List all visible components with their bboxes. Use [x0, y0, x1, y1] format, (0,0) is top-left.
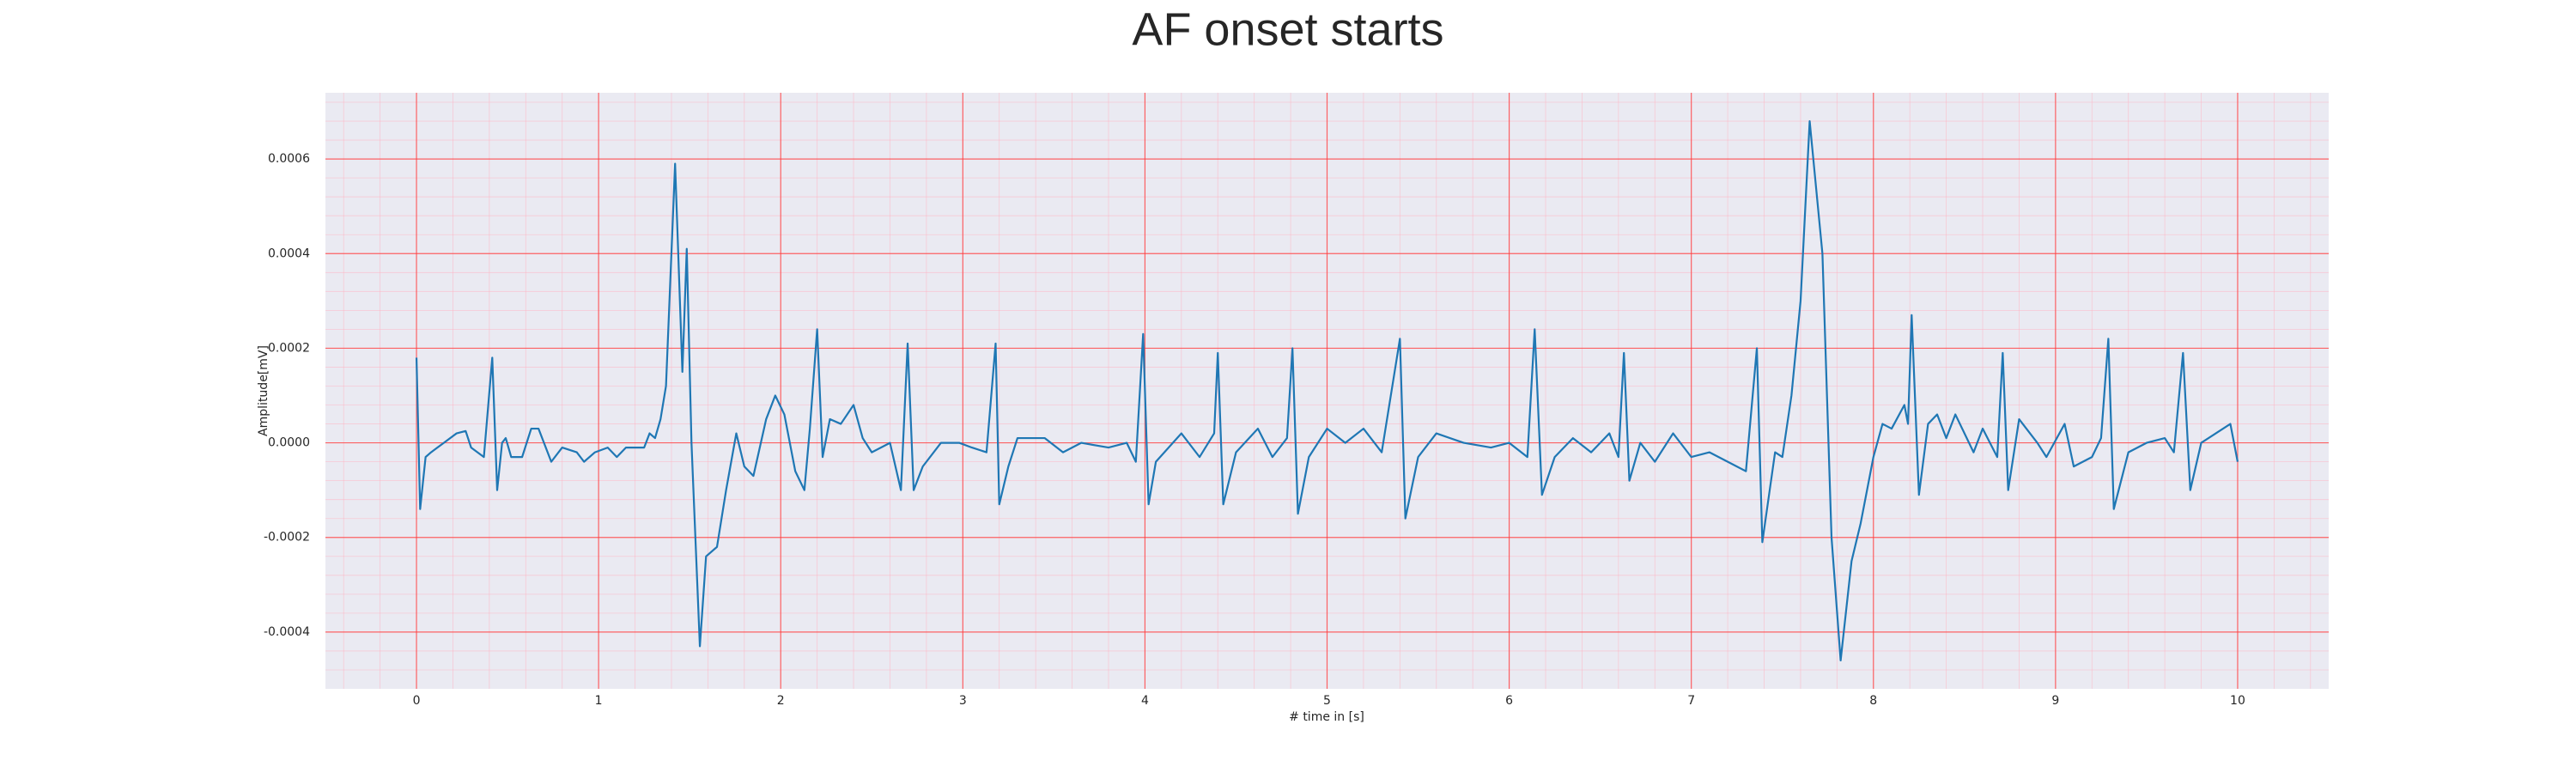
x-tick-label: 2	[777, 694, 785, 708]
x-tick-label: 0	[413, 694, 421, 708]
x-tick-label: 6	[1505, 694, 1513, 708]
y-tick-label: 0.0002	[268, 341, 310, 355]
x-tick-label: 8	[1869, 694, 1877, 708]
x-tick-label: 9	[2051, 694, 2059, 708]
y-axis-label: Amplitude[mV]	[257, 345, 270, 436]
x-axis-label: # time in [s]	[1289, 710, 1364, 724]
y-tick-label: 0.0000	[268, 436, 310, 450]
chart-title: AF onset starts	[1132, 3, 1443, 55]
y-tick-label: -0.0002	[264, 531, 310, 545]
y-tick-label: 0.0004	[268, 247, 310, 260]
y-tick-label: 0.0006	[268, 152, 310, 166]
x-tick-label: 10	[2230, 694, 2245, 708]
x-tick-label: 7	[1687, 694, 1695, 708]
y-tick-label: -0.0004	[264, 625, 310, 639]
signal-line	[415, 119, 2239, 662]
x-tick-label: 5	[1323, 694, 1331, 708]
x-tick-label: 1	[595, 694, 603, 708]
x-tick-label: 4	[1141, 694, 1149, 708]
x-tick-label: 3	[959, 694, 967, 708]
